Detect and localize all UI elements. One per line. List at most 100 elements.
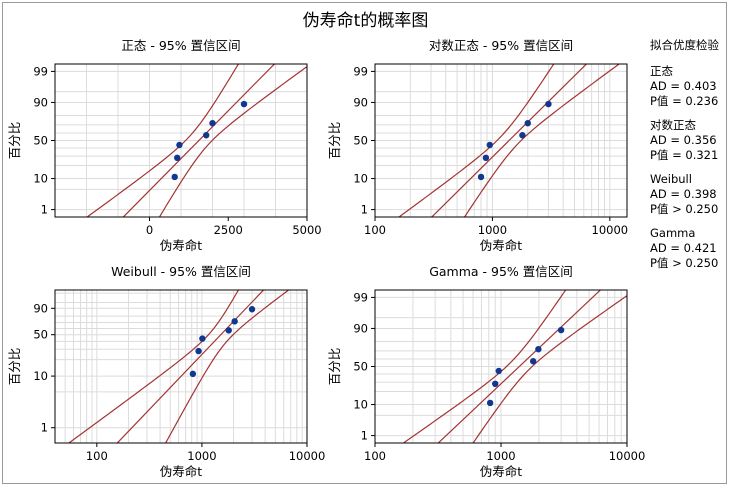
data-point bbox=[519, 132, 526, 139]
y-tick-label: 50 bbox=[33, 134, 48, 148]
data-point bbox=[545, 100, 552, 108]
x-tick-label: 100 bbox=[86, 449, 108, 463]
x-tick-label: 10000 bbox=[289, 449, 326, 463]
fit-line bbox=[430, 64, 588, 217]
data-point bbox=[524, 119, 531, 127]
data-point bbox=[477, 173, 485, 181]
panel-title: Weibull - 95% 置信区间 bbox=[111, 264, 251, 279]
panel-title: 对数正态 - 95% 置信区间 bbox=[429, 38, 573, 53]
gof-ad-value: AD = 0.421 bbox=[650, 241, 717, 255]
chart-panel-lognormal: 1 10 50 90 99 100 1000 10000 对数正态 - 95% 置信区间伪寿命t… bbox=[327, 38, 628, 253]
fit-line bbox=[116, 290, 265, 443]
confidence-band-lower bbox=[398, 64, 555, 217]
plot-border bbox=[54, 289, 308, 444]
figure-frame bbox=[2, 2, 727, 484]
x-tick-label: 5000 bbox=[292, 223, 321, 237]
fit-line bbox=[437, 290, 602, 443]
y-axis-label: 百分比 bbox=[327, 122, 342, 160]
gof-dist-name: 正态 bbox=[650, 64, 673, 78]
data-point bbox=[195, 347, 202, 355]
x-axis-label: 伪寿命t bbox=[160, 464, 203, 479]
data-point bbox=[482, 154, 490, 162]
x-tick-label: 2500 bbox=[214, 223, 243, 237]
data-point bbox=[174, 154, 181, 162]
fit-line bbox=[122, 64, 276, 217]
gof-p-value: P值 > 0.250 bbox=[650, 256, 719, 270]
confidence-band-upper bbox=[472, 294, 627, 443]
confidence-band-lower bbox=[86, 64, 240, 217]
data-point bbox=[529, 358, 537, 365]
plot-area bbox=[375, 64, 627, 217]
panel-title: Gamma - 95% 置信区间 bbox=[429, 264, 573, 279]
panel-title: 正态 - 95% 置信区间 bbox=[121, 38, 240, 53]
confidence-band-lower bbox=[402, 290, 567, 443]
data-point bbox=[535, 345, 542, 353]
y-tick-label: 1 bbox=[361, 429, 368, 443]
x-axis-label: 伪寿命t bbox=[160, 238, 203, 253]
confidence-band-lower bbox=[67, 290, 240, 443]
goodness-of-fit-panel: 拟合优度检验 正态 AD = 0.403 P值 = 0.236 对数正态 AD … bbox=[650, 38, 719, 280]
gof-dist-name: Weibull bbox=[650, 172, 692, 186]
gof-group-lognormal: 对数正态 AD = 0.356 P值 = 0.321 bbox=[650, 118, 719, 163]
data-point bbox=[240, 100, 248, 108]
data-point bbox=[171, 173, 178, 181]
chart-panel-gamma: 1 10 50 90 99 100 1000 10000 Gamma - 95% 置信区间伪寿命… bbox=[327, 264, 646, 479]
x-axis-label: 伪寿命t bbox=[480, 238, 523, 253]
confidence-band-upper bbox=[164, 290, 290, 443]
x-tick-label: 0 bbox=[146, 223, 153, 237]
gof-p-value: P值 = 0.321 bbox=[650, 148, 719, 162]
plot-area bbox=[375, 290, 627, 443]
data-point bbox=[209, 119, 216, 127]
data-point bbox=[225, 327, 232, 334]
data-point bbox=[486, 141, 494, 149]
y-tick-label: 90 bbox=[33, 301, 48, 315]
data-point bbox=[203, 132, 210, 139]
data-point bbox=[486, 399, 494, 407]
y-axis-label: 百分比 bbox=[7, 348, 22, 386]
data-point bbox=[189, 370, 197, 378]
gof-ad-value: AD = 0.398 bbox=[650, 187, 717, 201]
data-point bbox=[199, 335, 206, 342]
figure-title: 伪寿命t的概率图 bbox=[302, 11, 429, 31]
gof-group-weibull: Weibull AD = 0.398 P值 > 0.250 bbox=[650, 172, 719, 217]
gof-ad-value: AD = 0.403 bbox=[650, 79, 717, 93]
confidence-band-upper bbox=[463, 64, 621, 217]
x-tick-label: 10000 bbox=[609, 449, 646, 463]
plot-area bbox=[55, 64, 307, 217]
y-tick-label: 90 bbox=[33, 95, 48, 109]
gof-dist-name: Gamma bbox=[650, 226, 696, 240]
data-point bbox=[495, 367, 502, 375]
y-tick-label: 99 bbox=[353, 64, 368, 78]
y-tick-label: 90 bbox=[353, 95, 368, 109]
y-tick-label: 99 bbox=[33, 64, 48, 78]
gof-header: 拟合优度检验 bbox=[650, 38, 719, 52]
confidence-band-upper bbox=[158, 65, 307, 217]
data-point bbox=[231, 318, 238, 325]
data-point bbox=[557, 326, 565, 334]
gof-group-gamma: Gamma AD = 0.421 P值 > 0.250 bbox=[650, 226, 719, 271]
y-axis-label: 百分比 bbox=[327, 348, 342, 386]
y-tick-label: 50 bbox=[353, 134, 368, 148]
y-tick-label: 50 bbox=[353, 360, 368, 374]
y-axis-label: 百分比 bbox=[7, 122, 22, 160]
y-tick-label: 10 bbox=[33, 172, 48, 186]
data-point bbox=[176, 141, 183, 149]
y-tick-label: 10 bbox=[353, 398, 368, 412]
y-tick-label: 10 bbox=[353, 172, 368, 186]
x-tick-label: 1000 bbox=[478, 223, 507, 237]
chart-panel-weibull: 1 10 50 90 100 1000 10000 Weibull - 95% 置信区间伪寿命… bbox=[7, 264, 325, 479]
y-tick-label: 90 bbox=[353, 321, 368, 335]
data-point bbox=[248, 306, 256, 313]
y-tick-label: 50 bbox=[33, 328, 48, 342]
x-tick-label: 1000 bbox=[486, 449, 515, 463]
gof-p-value: P值 = 0.236 bbox=[650, 94, 719, 108]
gof-group-normal: 正态 AD = 0.403 P值 = 0.236 bbox=[650, 64, 719, 109]
y-tick-label: 1 bbox=[41, 203, 48, 217]
y-tick-label: 99 bbox=[353, 290, 368, 304]
y-tick-label: 1 bbox=[361, 203, 368, 217]
data-point bbox=[492, 380, 499, 388]
gof-p-value: P值 > 0.250 bbox=[650, 202, 719, 216]
